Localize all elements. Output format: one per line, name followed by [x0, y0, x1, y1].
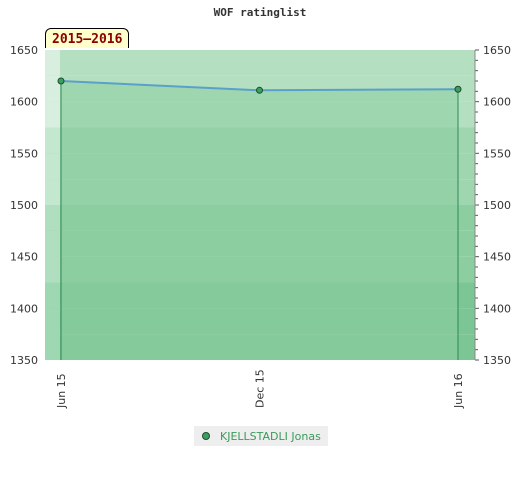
series-area [61, 81, 458, 360]
y-tick-label-right: 1500 [483, 199, 511, 212]
y-tick-label-left: 1450 [10, 251, 38, 264]
y-tick-label-left: 1650 [10, 44, 38, 57]
data-point[interactable] [454, 85, 462, 93]
legend-label: KJELLSTADLI Jonas [220, 429, 321, 443]
band-edge [45, 282, 60, 309]
band-edge [45, 75, 60, 102]
band-edge [45, 179, 60, 205]
y-tick-label-left: 1400 [10, 302, 38, 315]
band-edge [45, 153, 60, 180]
chart-title: WOF ratinglist [213, 6, 307, 19]
x-tick-label: Jun 16 [452, 373, 465, 409]
data-point[interactable] [256, 86, 263, 94]
x-tick-label: Jun 15 [55, 373, 68, 409]
y-tick-label-left: 1550 [10, 147, 38, 160]
band-edge [45, 101, 60, 128]
y-tick-label-right: 1600 [483, 96, 511, 109]
y-tick-label-right: 1650 [483, 44, 511, 57]
band-edge [45, 256, 60, 283]
period-badge: 2015–2016 [45, 28, 130, 48]
band-edge [45, 50, 60, 76]
band-edge [45, 308, 60, 335]
band-edge [45, 205, 60, 231]
y-tick-label-right: 1400 [483, 302, 511, 315]
legend[interactable]: KJELLSTADLI Jonas [194, 426, 328, 446]
band-edge [45, 230, 60, 257]
y-tick-label-left: 1350 [10, 354, 38, 367]
band-edge [45, 127, 60, 154]
y-tick-label-right: 1350 [483, 354, 511, 367]
y-tick-label-right: 1550 [483, 147, 511, 160]
y-tick-label-right: 1450 [483, 251, 511, 264]
y-tick-label-left: 1500 [10, 199, 38, 212]
band-edge [45, 334, 60, 360]
legend-marker-icon [202, 432, 210, 440]
x-tick-label: Dec 15 [254, 369, 267, 408]
y-tick-label-left: 1600 [10, 96, 38, 109]
band [45, 50, 475, 76]
data-point[interactable] [57, 77, 65, 85]
